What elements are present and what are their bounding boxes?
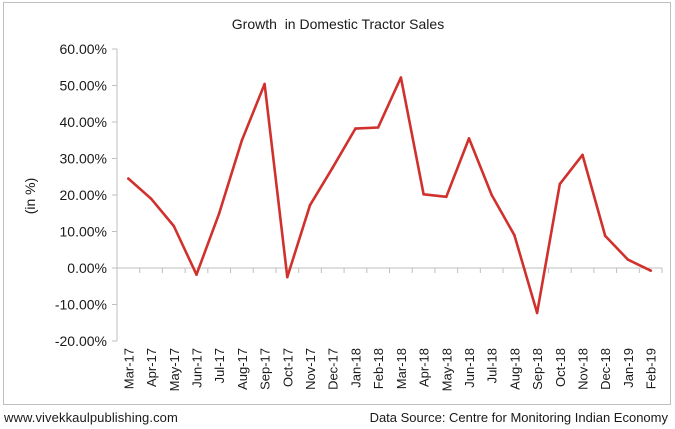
chart-frame — [3, 2, 671, 405]
x-tick-label: Nov-17 — [303, 348, 318, 390]
x-tick-label: Dec-17 — [326, 348, 341, 390]
data-point — [445, 195, 448, 199]
data-point — [399, 76, 403, 79]
x-tick-label: Jan-18 — [348, 348, 363, 388]
y-tick-label: -10.00% — [55, 297, 107, 313]
y-axis-label: (in %) — [22, 178, 38, 215]
data-point — [467, 137, 471, 140]
x-tick-label: Jun-18 — [462, 348, 477, 388]
x-tick-label: May-17 — [167, 348, 182, 391]
y-tick-label: 60.00% — [60, 41, 107, 57]
x-tick-label: Jul-18 — [485, 348, 500, 383]
data-point — [558, 182, 562, 186]
x-tick-label: Sep-17 — [258, 348, 273, 390]
data-point — [354, 127, 357, 130]
x-tick-label: Jan-19 — [621, 348, 636, 388]
data-point — [581, 153, 584, 157]
x-tick-label: Mar-18 — [394, 348, 409, 389]
data-point — [535, 311, 539, 315]
y-tick-label: 30.00% — [60, 151, 107, 167]
data-point — [172, 224, 176, 228]
y-tick-label: 20.00% — [60, 187, 107, 203]
data-point — [422, 193, 425, 196]
data-point — [331, 166, 335, 169]
data-point — [490, 193, 494, 197]
axes — [116, 49, 662, 341]
data-source-text: Data Source: Centre for Monitoring India… — [369, 410, 668, 425]
data-point — [217, 212, 221, 215]
x-tick-label: Oct-18 — [553, 348, 568, 387]
data-point — [149, 197, 153, 200]
y-tick-label: 40.00% — [60, 114, 107, 130]
data-point — [376, 126, 380, 129]
series-group — [127, 76, 652, 315]
data-point — [263, 82, 266, 86]
data-point — [286, 275, 289, 279]
x-axis-ticks: Mar-17 Apr-17 May-17 Jun-17 Jul-17 Aug-17 Sep-… — [116, 268, 663, 391]
x-tick-label: Mar-17 — [121, 348, 136, 389]
x-tick-label: Feb-18 — [371, 348, 386, 389]
x-tick-label: Jun-17 — [189, 348, 204, 388]
x-tick-label: May-18 — [439, 348, 454, 391]
data-source-note: Data Source: Centre for Monitoring India… — [370, 410, 668, 425]
x-tick-label: Sep-18 — [530, 348, 545, 390]
y-tick-label: 0.00% — [67, 260, 107, 276]
data-point — [603, 234, 607, 238]
data-point — [649, 269, 652, 272]
x-tick-label: Aug-17 — [235, 348, 250, 390]
data-point — [240, 139, 244, 142]
x-tick-label: Dec-18 — [598, 348, 613, 390]
data-point — [127, 177, 130, 180]
x-tick-label: Aug-18 — [507, 348, 522, 390]
data-point — [195, 273, 198, 276]
data-point — [626, 258, 630, 261]
y-tick-label: 10.00% — [60, 224, 107, 240]
x-tick-label: Apr-17 — [144, 348, 159, 387]
x-tick-label: Apr-18 — [417, 348, 432, 387]
data-point — [308, 203, 312, 207]
x-tick-label: Jul-17 — [212, 348, 227, 383]
x-tick-label: Feb-19 — [644, 348, 659, 389]
y-axis-ticks: 60.00% 50.00% 40.00% 30.00% 20.00% 10.00% 0.00… — [55, 41, 117, 349]
website-credit: www.vivekkaulpublishing.com — [4, 410, 178, 425]
x-tick-label: Nov-18 — [576, 348, 591, 390]
chart-title: Growth in Domestic Tractor Sales — [232, 16, 444, 32]
series-line — [127, 76, 652, 315]
data-point — [513, 233, 516, 237]
y-tick-label: -20.00% — [55, 333, 107, 349]
x-tick-label: Oct-17 — [280, 348, 295, 387]
y-tick-label: 50.00% — [60, 78, 107, 94]
